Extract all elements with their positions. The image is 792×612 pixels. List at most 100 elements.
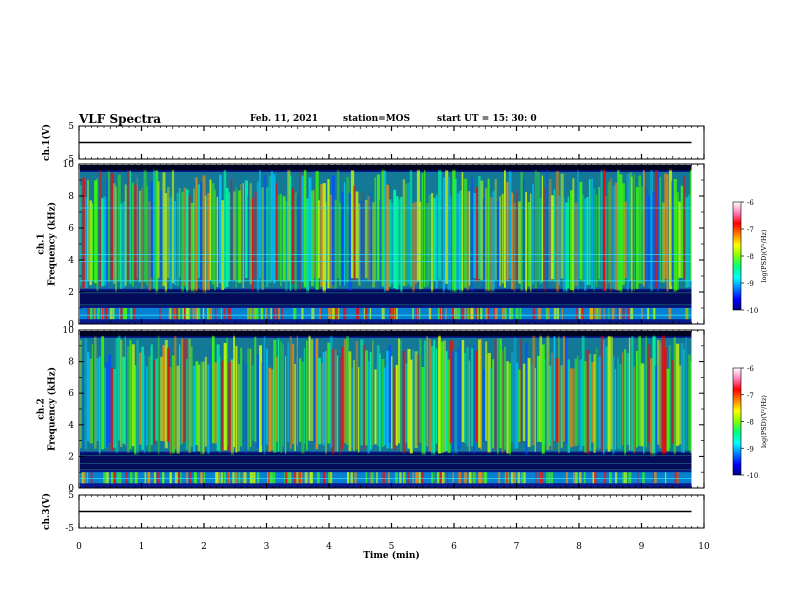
spectrogram-streak xyxy=(435,194,438,289)
spectrogram-low-streak xyxy=(541,472,543,484)
spectrogram-low-streak xyxy=(674,472,677,484)
x-tick-label: 5 xyxy=(389,542,395,552)
spectrogram-low-streak xyxy=(304,472,308,484)
x-tick-label: 2 xyxy=(201,542,207,552)
spectrogram-low-streak xyxy=(445,308,447,320)
y-axis-label: Frequency (kHz) xyxy=(47,367,58,451)
spectrogram-streak xyxy=(570,190,574,291)
spectrogram-low-streak xyxy=(485,472,488,484)
spectrogram-streak xyxy=(105,178,108,290)
spectrogram-streak xyxy=(214,189,216,291)
spectrogram-low-streak xyxy=(393,308,395,320)
spectrogram-low-streak xyxy=(498,472,501,484)
spectrogram-streak xyxy=(452,350,454,456)
spectrogram-ch2 xyxy=(79,330,704,488)
spectrogram-streak xyxy=(153,167,156,289)
spectrogram-low-streak xyxy=(195,308,198,320)
spectrogram-streak xyxy=(456,193,460,290)
colorbar-label: log(PSD)(V²/Hz) xyxy=(760,395,768,448)
colorbar-tick-label: -6 xyxy=(747,365,754,373)
spectrogram-low-streak xyxy=(664,472,667,484)
spectrogram-streak xyxy=(134,365,137,456)
spectrogram-streak xyxy=(586,350,590,455)
spectrogram-streak xyxy=(190,202,194,292)
spectrogram-streak xyxy=(501,193,504,284)
spectrogram-streak xyxy=(148,201,152,291)
spectrogram-streak xyxy=(214,362,218,444)
spectrogram-low-streak xyxy=(90,308,93,320)
spectrogram-low-streak xyxy=(83,472,86,484)
spectrogram-low-streak xyxy=(195,472,198,484)
spectrogram-streak xyxy=(367,361,370,454)
spectrogram-streak xyxy=(541,175,544,283)
spectrogram-low-streak xyxy=(285,472,288,484)
spectrogram-streak xyxy=(685,336,687,450)
spectrogram-low-streak xyxy=(276,308,279,320)
spectrogram-streak xyxy=(645,186,648,288)
spectrogram-streak xyxy=(537,171,540,282)
spectrogram-low-streak xyxy=(130,308,133,320)
spectrogram-streak xyxy=(628,337,631,451)
spectrogram-streak xyxy=(659,342,662,449)
spectrogram-low-streak xyxy=(545,308,548,320)
spectrogram-low-streak xyxy=(90,472,93,484)
spectrogram-streak xyxy=(539,198,543,285)
spectrogram-low-streak xyxy=(308,472,311,484)
spectrogram-streak xyxy=(683,176,686,280)
spectrogram-streak xyxy=(419,338,422,443)
spectrogram-streak xyxy=(400,339,402,452)
spectrogram-streak xyxy=(463,352,466,443)
spectrogram-streak xyxy=(270,171,274,280)
spectrogram-streak xyxy=(228,192,231,281)
spectrogram-streak xyxy=(350,367,353,448)
spectrogram-streak xyxy=(294,363,296,452)
spectrogram-streak xyxy=(414,201,417,285)
spectrogram-streak xyxy=(134,184,137,281)
spectrogram-streak xyxy=(374,177,377,281)
spectrogram-low-streak xyxy=(335,308,339,320)
spectrogram-streak xyxy=(390,202,394,284)
spectrogram-low-streak xyxy=(608,308,610,320)
spectrogram-streak xyxy=(628,172,633,281)
spectrogram-streak xyxy=(343,181,346,286)
spectrogram-streak xyxy=(633,174,636,291)
spectrogram-low-streak xyxy=(519,308,522,320)
spectrogram-streak xyxy=(468,191,471,286)
spectrogram-low-streak xyxy=(442,308,444,320)
spectrogram-streak xyxy=(586,197,589,286)
spectrogram-streak xyxy=(94,180,97,284)
spectrogram-streak xyxy=(299,170,301,291)
spectrogram-streak xyxy=(626,352,630,445)
spectrogram-low-streak xyxy=(637,472,639,484)
spectrogram-low-streak xyxy=(642,472,645,484)
spectrogram-streak xyxy=(235,345,238,453)
spectrogram-streak xyxy=(529,193,532,293)
spectrogram-low-streak xyxy=(218,472,221,484)
spectrogram-streak xyxy=(593,188,596,292)
spectrogram-low-streak xyxy=(472,472,476,484)
colorbar-tick-label: -7 xyxy=(747,392,754,400)
spectrogram-streak xyxy=(527,358,531,448)
spectrogram-streak xyxy=(277,338,280,452)
spectrogram-streak xyxy=(138,190,141,283)
spectrogram-low-streak xyxy=(356,308,359,320)
spectrogram-streak xyxy=(577,168,580,290)
spectrogram-low-streak xyxy=(510,308,514,320)
spectrogram-streak xyxy=(515,190,518,283)
spectrogram-streak xyxy=(482,197,485,290)
spectrogram-low-streak xyxy=(232,472,235,484)
spectrogram-streak xyxy=(115,338,119,453)
spectrogram-low-streak xyxy=(517,472,521,484)
spectrogram-streak xyxy=(383,367,386,446)
spectrogram-streak xyxy=(87,179,89,281)
spectrogram-streak xyxy=(322,183,326,293)
spectrogram-low-streak xyxy=(590,308,593,320)
spectrogram-streak xyxy=(518,369,522,443)
spectrogram-streak xyxy=(355,191,359,279)
spectrogram-streak xyxy=(216,344,220,451)
spectrogram-low-streak xyxy=(441,472,445,484)
spectrogram-low-streak xyxy=(578,308,581,320)
spectrogram-streak xyxy=(643,169,645,287)
spectrogram-streak xyxy=(431,345,435,457)
spectrogram-streak xyxy=(459,339,462,449)
